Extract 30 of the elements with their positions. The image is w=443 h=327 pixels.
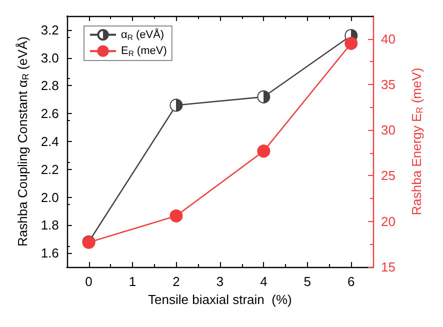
y-tick-label: 2.0 xyxy=(40,190,59,205)
x-tick-label: 1 xyxy=(128,274,136,289)
x-tick-label: 5 xyxy=(304,274,312,289)
point xyxy=(257,90,270,104)
x-axis-title: Tensile biaxial strain (%) xyxy=(148,292,292,307)
y2-tick-label: 35 xyxy=(381,76,396,92)
x-tick-label: 3 xyxy=(216,274,224,289)
y2-tick-label: 30 xyxy=(381,122,396,138)
y-tick-label: 2.8 xyxy=(40,78,59,94)
y-tick-label: 1.8 xyxy=(40,218,59,233)
y-axis-title: Rashba Coupling Constant αR (eVÅ) xyxy=(15,36,30,246)
y-tick-label: 2.6 xyxy=(40,106,59,122)
point xyxy=(170,98,183,112)
y2-axis-title: Rashba Energy ER (meV) xyxy=(408,68,424,216)
y2-tick-label: 25 xyxy=(381,168,396,184)
x-tick-label: 6 xyxy=(348,274,355,289)
y-tick-label: 3.0 xyxy=(40,50,59,66)
x-tick-label: 0 xyxy=(85,274,92,289)
y-tick-label: 3.2 xyxy=(40,22,59,38)
y-tick-label: 2.2 xyxy=(40,162,59,177)
y2-tick-label: 20 xyxy=(381,214,396,229)
y2-tick-label: 15 xyxy=(381,260,396,274)
point xyxy=(344,36,358,50)
y-tick-label: 1.6 xyxy=(40,246,59,261)
y-tick-label: 2.4 xyxy=(40,134,59,149)
point xyxy=(170,209,183,222)
x-tick-label: 2 xyxy=(172,274,180,289)
y2-tick-label: 40 xyxy=(381,31,396,46)
x-tick-label: 4 xyxy=(260,274,268,289)
point xyxy=(257,144,270,158)
